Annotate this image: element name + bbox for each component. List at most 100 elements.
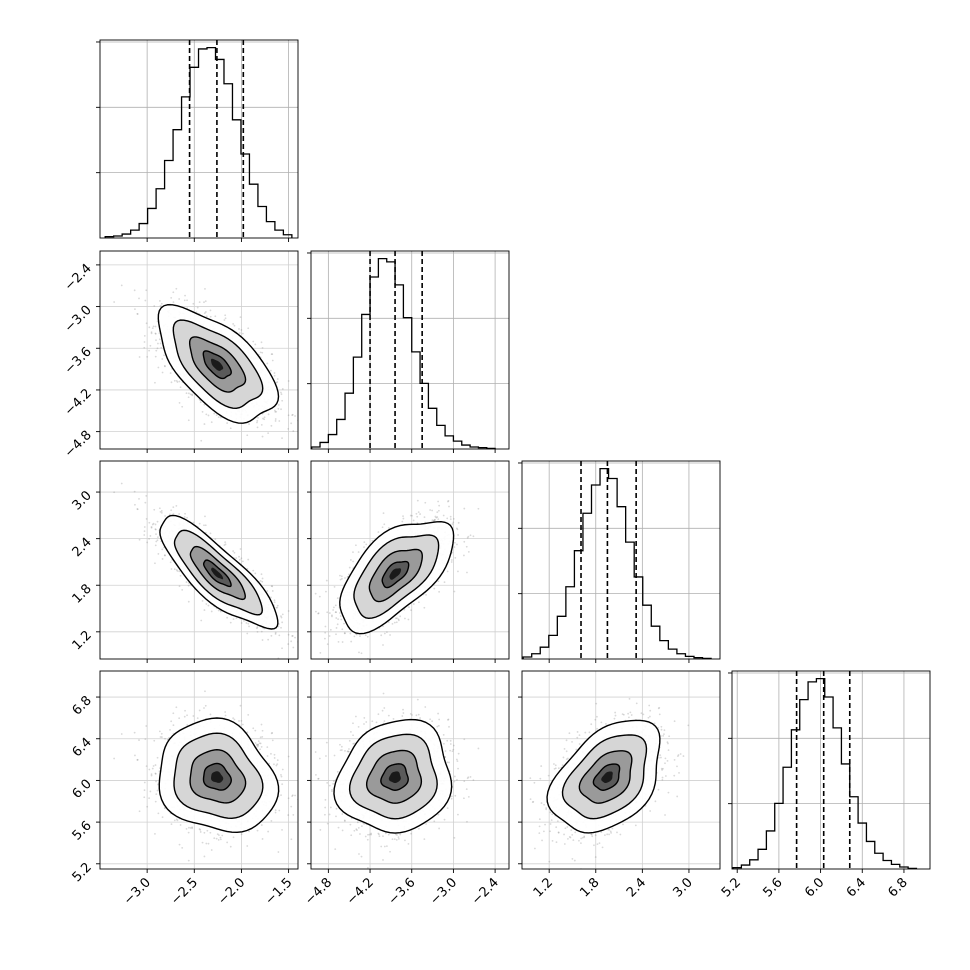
scatter-point <box>412 519 415 522</box>
scatter-point <box>359 635 361 638</box>
scatter-point <box>437 518 440 521</box>
scatter-point <box>291 635 294 637</box>
scatter-point <box>238 332 241 334</box>
scatter-point <box>379 664 381 666</box>
scatter-point <box>317 612 320 615</box>
scatter-point <box>335 633 337 636</box>
contour-core <box>211 567 224 580</box>
scatter-point <box>138 356 141 358</box>
scatter-point <box>209 532 212 535</box>
scatter-point <box>154 325 157 328</box>
contour-line-0 <box>157 304 280 424</box>
scatter-point <box>393 621 396 624</box>
y-tick-label: −3.0 <box>62 303 95 336</box>
scatter-point <box>239 548 242 550</box>
scatter-point <box>325 579 328 582</box>
scatter-point <box>331 614 333 617</box>
scatter-point <box>333 585 336 588</box>
scatter-point <box>334 604 337 607</box>
scatter-point <box>442 514 445 517</box>
scatter-point <box>232 550 235 552</box>
scatter-point <box>451 523 454 525</box>
scatter-point <box>448 505 450 508</box>
scatter-point <box>452 517 455 520</box>
scatter-panel-2-0: 1.21.82.43.0 <box>70 460 299 663</box>
scatter-point <box>163 354 165 357</box>
x-tick-label: 6.0 <box>802 875 827 900</box>
scatter-point <box>233 551 236 554</box>
scatter-point <box>187 600 190 603</box>
scatter-point <box>169 513 171 516</box>
scatter-point <box>469 534 472 537</box>
scatter-point <box>334 660 336 662</box>
scatter-point <box>233 324 236 327</box>
scatter-point <box>203 524 205 527</box>
scatter-point <box>189 393 192 396</box>
scatter-point <box>155 339 157 342</box>
scatter-point <box>314 592 317 595</box>
scatter-point <box>387 527 390 529</box>
histogram-panel-2 <box>518 460 721 663</box>
scatter-point <box>163 554 166 557</box>
scatter-point <box>157 536 159 539</box>
scatter-point <box>270 596 272 599</box>
scatter-point <box>143 335 146 337</box>
scatter-point <box>146 541 149 544</box>
scatter-point <box>276 381 279 383</box>
scatter-point <box>170 568 173 570</box>
scatter-point <box>224 314 227 317</box>
scatter-point <box>381 526 384 529</box>
scatter-point <box>328 612 331 614</box>
scatter-point <box>204 300 207 303</box>
scatter-point <box>154 332 157 335</box>
scatter-point <box>407 618 410 621</box>
scatter-point <box>144 299 147 302</box>
scatter-point <box>371 539 374 542</box>
scatter-point <box>273 601 276 604</box>
scatter-point <box>329 628 332 631</box>
scatter-point <box>161 548 164 551</box>
histogram-step-0 <box>104 46 293 238</box>
scatter-point <box>179 574 182 577</box>
scatter-point <box>424 501 427 504</box>
scatter-point <box>287 643 290 645</box>
scatter-point <box>146 355 149 358</box>
scatter-point <box>341 577 343 580</box>
scatter-point <box>207 414 210 417</box>
scatter-point <box>267 638 270 641</box>
scatter-point <box>161 558 164 560</box>
scatter-point <box>201 410 204 413</box>
scatter-point <box>315 610 317 613</box>
scatter-point <box>472 535 475 538</box>
scatter-point <box>238 558 241 561</box>
scatter-point <box>205 603 208 605</box>
scatter-point <box>136 508 139 510</box>
contour-line-2 <box>188 336 247 393</box>
scatter-point <box>143 346 146 349</box>
scatter-point <box>157 342 159 345</box>
scatter-point <box>429 509 432 511</box>
scatter-point <box>382 512 385 515</box>
scatter-point <box>164 554 166 557</box>
scatter-point <box>229 427 232 430</box>
scatter-point <box>294 636 296 639</box>
scatter-point <box>184 512 186 515</box>
scatter-point <box>256 627 258 630</box>
scatter-point <box>199 401 202 404</box>
scatter-point <box>210 610 213 613</box>
scatter-point <box>438 504 441 507</box>
scatter-point <box>154 332 157 335</box>
scatter-point <box>261 577 264 580</box>
scatter-point <box>397 619 400 622</box>
scatter-point <box>204 515 206 518</box>
histogram-panel-1 <box>307 250 510 453</box>
scatter-point <box>339 574 341 577</box>
scatter-point <box>239 316 242 319</box>
scatter-point <box>449 518 452 521</box>
scatter-point <box>337 618 340 621</box>
scatter-point <box>357 551 360 553</box>
scatter-point <box>443 581 446 584</box>
scatter-point <box>291 413 294 416</box>
scatter-point <box>274 633 277 635</box>
